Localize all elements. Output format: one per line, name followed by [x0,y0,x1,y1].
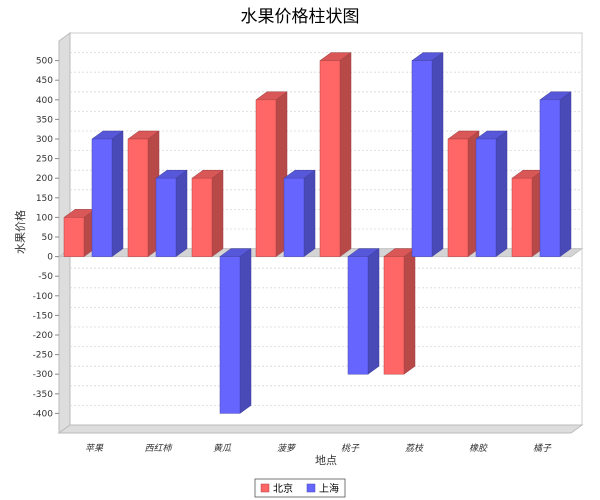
plot-floor [57,424,584,434]
y-tick-label: -250 [33,351,54,361]
y-tick-label: 50 [42,233,54,243]
y-tick-label: -100 [33,292,54,302]
bar-front [283,177,305,257]
bar-上海-黄瓜 [219,248,252,414]
x-tick-label: 荔枝 [405,443,424,454]
bar-front [383,256,405,375]
bar-北京-荔枝 [383,248,416,375]
y-tick-label: 500 [36,57,53,67]
y-tick-label: -350 [33,390,54,400]
legend-swatch-北京 [260,483,270,493]
bar-front [347,256,369,375]
x-tick-label: 西红柿 [144,443,173,454]
y-tick-label: -400 [33,409,54,419]
y-tick-label: 0 [47,253,53,263]
bar-北京-西红柿 [127,130,160,258]
bar-北京-苹果 [63,208,96,258]
bar-side [175,169,188,258]
bars [63,52,572,414]
legend: 北京 上海 [254,478,346,498]
y-tick-label: 350 [36,115,53,125]
bar-上海-桃子 [347,248,380,375]
bar-front [411,60,433,257]
legend-box [254,478,346,498]
bar-上海-苹果 [91,130,124,258]
bar-上海-菠萝 [283,169,316,258]
bar-side [211,169,224,258]
bar-上海-荔枝 [411,52,444,258]
bar-北京-橡胶 [447,130,480,258]
bar-front [155,177,177,257]
bar-side [559,91,572,258]
bar-side [403,248,416,375]
x-axis-label: 地点 [315,454,337,467]
bar-side [367,248,380,375]
x-tick-label: 菠萝 [277,443,297,454]
bar-front [63,217,85,257]
y-tick-label: -200 [33,331,54,341]
chart-title: 水果价格柱状图 [241,7,360,27]
y-tick-label: 100 [36,213,53,223]
bar-上海-橘子 [539,91,572,258]
bar-front [319,60,341,257]
y-tick-label: -150 [33,311,54,321]
bar-front [255,99,277,257]
bar-side [239,248,252,414]
y-axis-label: 水果价格 [13,210,27,254]
legend-label-北京: 北京 [273,482,293,495]
x-tick-label: 黄瓜 [213,443,232,454]
bar-side [495,130,508,258]
y-tick-label: 300 [36,135,53,145]
bar-北京-桃子 [319,52,352,258]
bar-side [339,52,352,258]
bar-side [303,169,316,258]
x-tick-label: 桃子 [341,443,360,454]
x-tick-label: 橘子 [533,443,552,454]
bar-北京-黄瓜 [191,169,224,258]
bar-front [447,138,469,257]
bar-front [91,138,113,257]
y-tick-label: 150 [36,194,53,204]
bar-side [431,52,444,258]
y-tick-label: 400 [36,96,53,106]
bar-front [475,138,497,257]
bar-上海-西红柿 [155,169,188,258]
x-tick-label: 苹果 [85,443,104,454]
y-tick-label: 450 [36,76,53,86]
bar-北京-菠萝 [255,91,288,258]
legend-label-上海: 上海 [319,482,339,495]
y-tick-label: -50 [38,272,53,282]
legend-swatch-上海 [306,483,316,493]
x-tick-label: 橡胶 [469,443,488,454]
bar-front [539,99,561,257]
bar-上海-橡胶 [475,130,508,258]
x-axis-ticks: 苹果 西红柿 黄瓜 菠萝 桃子 荔枝 橡胶 橘子 [85,443,552,454]
bar-side [111,130,124,258]
y-tick-label: -300 [33,370,54,380]
y-tick-label: 200 [36,174,53,184]
bar-front [511,177,533,257]
bar-front [219,256,241,414]
y-axis-ticks: -400 -350 -300 -250 -200 -150 -100 -50 0 50 100 150… [33,57,59,419]
bar-front [127,138,149,257]
bar-北京-橘子 [511,169,544,258]
y-tick-label: 250 [36,155,53,165]
bar-front [191,177,213,257]
